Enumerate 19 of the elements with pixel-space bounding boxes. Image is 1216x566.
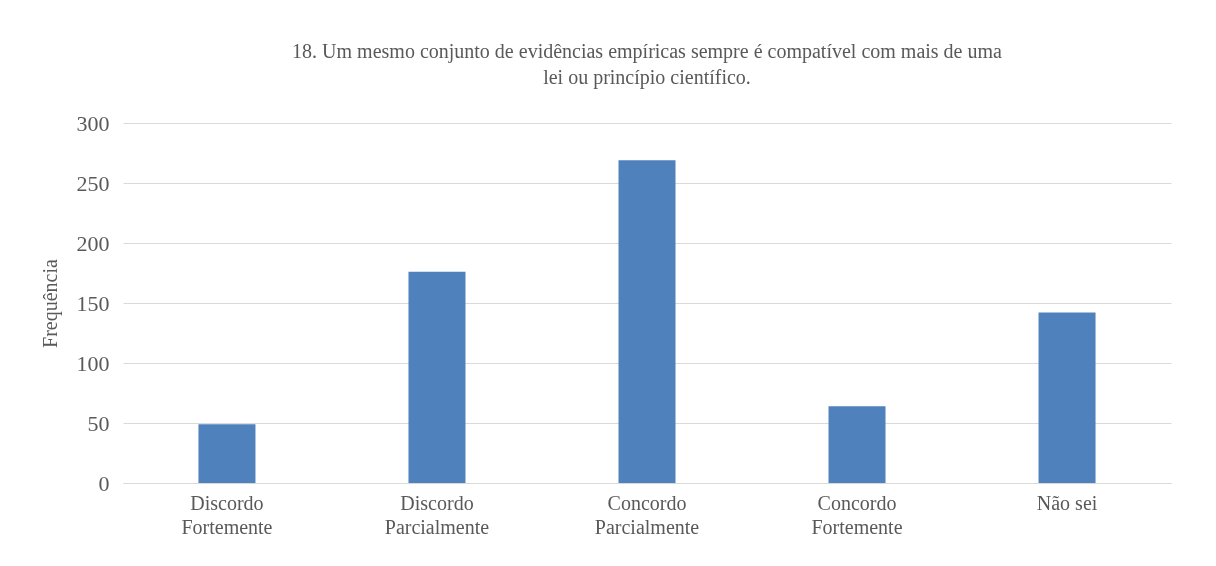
x-tick-label: Concordo Fortemente — [811, 491, 903, 538]
bar — [408, 271, 466, 483]
y-tick-label: 100 — [76, 350, 110, 376]
chart-title: 18. Um mesmo conjunto de evidências empíricas sempre é compatível com mais de uma lei ou princípio científico. — [292, 40, 1003, 89]
bar — [198, 424, 256, 483]
y-tick-label: 300 — [76, 110, 110, 136]
y-tick-label: 250 — [76, 170, 110, 196]
x-tick-label: Discordo Parcialmente — [384, 491, 490, 538]
y-axis-title: Frequência — [38, 258, 62, 348]
bar — [618, 160, 676, 483]
y-tick-label: 0 — [98, 470, 110, 496]
x-tick-label: Concordo Parcialmente — [594, 491, 700, 538]
x-tick-label: Discordo Fortemente — [181, 491, 273, 538]
y-tick-label: 200 — [76, 230, 110, 256]
bar — [1038, 312, 1096, 483]
x-tick-label: Não sei — [1036, 491, 1098, 514]
bar — [828, 406, 886, 483]
y-tick-label: 50 — [87, 410, 110, 436]
y-tick-label: 150 — [76, 290, 110, 316]
